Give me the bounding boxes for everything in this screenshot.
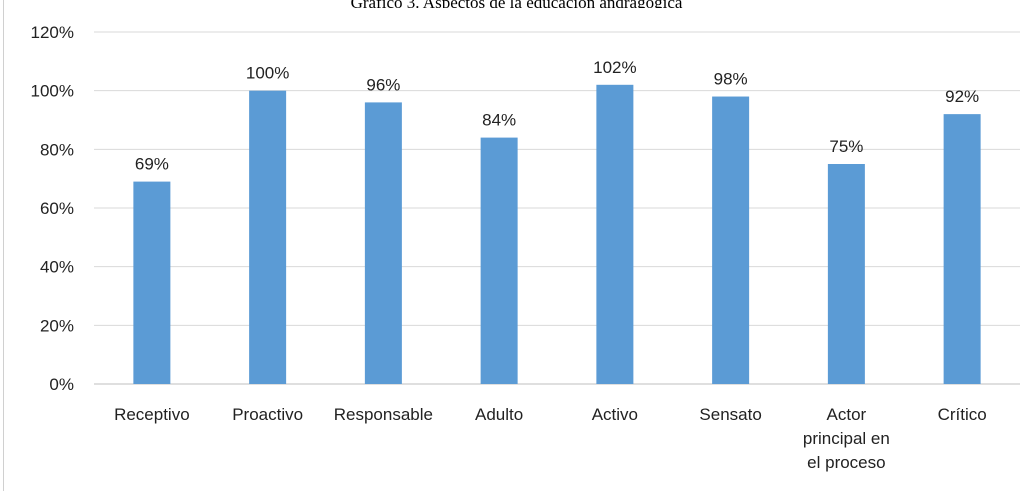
data-label: 69% <box>135 155 169 174</box>
y-tick-label: 60% <box>40 199 74 218</box>
data-label: 98% <box>714 70 748 89</box>
bar <box>364 102 402 385</box>
category-label: principal en <box>803 429 890 448</box>
bar <box>827 164 865 384</box>
category-label: el proceso <box>807 453 885 472</box>
category-label: Sensato <box>699 405 761 424</box>
bar <box>133 181 171 384</box>
bar-chart: 0% 20% 40% 60% 80% 100% 120% 69% Receptivo 100% Pr… <box>31 23 1020 472</box>
bar <box>943 114 981 384</box>
data-label: 92% <box>945 87 979 106</box>
chart-title: Gráfico 3. Aspectos de la educación andr… <box>4 0 1029 8</box>
data-label: 84% <box>482 111 516 130</box>
category-label: Adulto <box>475 405 523 424</box>
bar <box>480 137 518 384</box>
y-tick-label: 100% <box>31 82 74 101</box>
data-label: 96% <box>366 75 400 94</box>
data-label: 75% <box>829 137 863 156</box>
y-tick-label: 20% <box>40 316 74 335</box>
chart-frame: Gráfico 3. Aspectos de la educación andr… <box>3 0 1029 491</box>
bar <box>596 84 634 385</box>
category-label: Proactivo <box>232 405 303 424</box>
category-label: Crítico <box>938 405 987 424</box>
data-label: 102% <box>593 58 636 77</box>
y-tick-label: 80% <box>40 140 74 159</box>
y-tick-label: 40% <box>40 258 74 277</box>
category-label: Actor <box>827 405 867 424</box>
data-label: 100% <box>246 64 289 83</box>
category-label: Receptivo <box>114 405 190 424</box>
y-tick-label: 120% <box>31 23 74 42</box>
category-label: Activo <box>592 405 638 424</box>
y-tick-label: 0% <box>49 375 74 394</box>
bar <box>712 96 750 385</box>
bar <box>249 90 287 385</box>
category-label: Responsable <box>334 405 433 424</box>
